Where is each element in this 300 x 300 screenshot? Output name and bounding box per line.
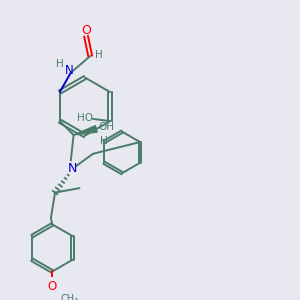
Text: O: O [81, 24, 91, 37]
Text: O: O [48, 280, 57, 293]
Text: N: N [68, 162, 77, 175]
Text: H: H [56, 59, 64, 69]
Text: H: H [95, 50, 103, 60]
Text: H: H [100, 136, 107, 146]
Text: N: N [65, 64, 74, 77]
Text: HO: HO [77, 112, 93, 122]
Text: CH₃: CH₃ [60, 294, 79, 300]
Text: OH: OH [98, 122, 114, 132]
Polygon shape [74, 126, 97, 135]
